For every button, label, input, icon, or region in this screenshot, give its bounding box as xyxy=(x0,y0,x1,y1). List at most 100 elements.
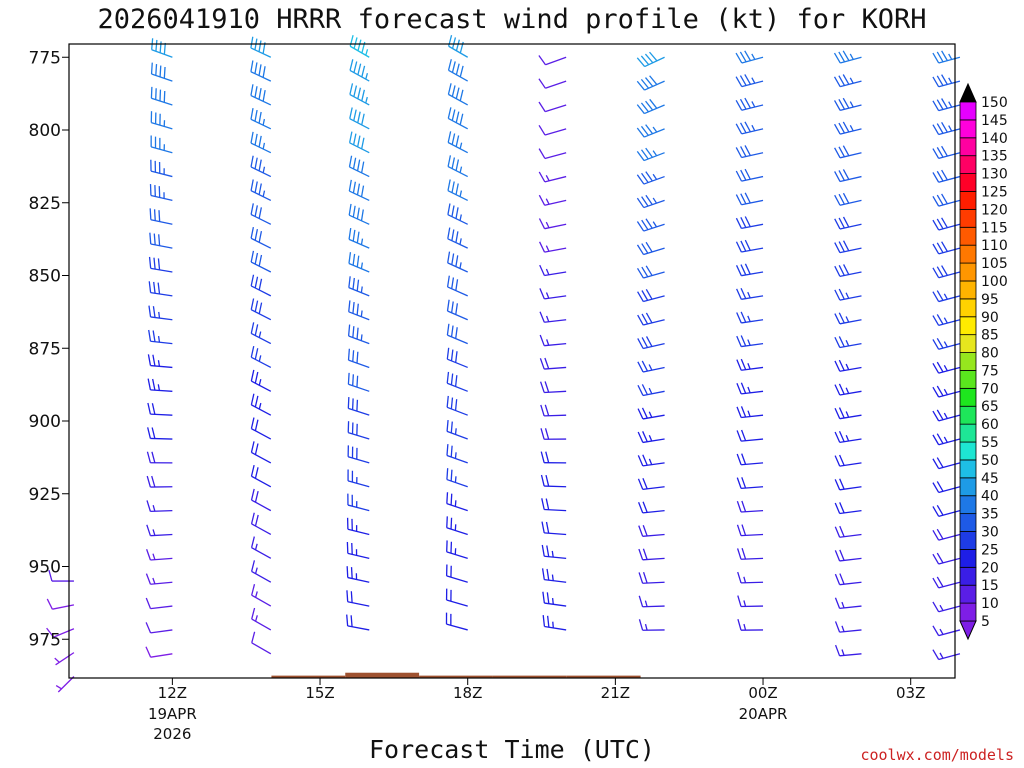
colorbar-label: 120 xyxy=(981,202,1008,218)
wind-barb xyxy=(932,649,961,661)
colorbar-label: 140 xyxy=(981,131,1008,147)
wind-barb xyxy=(834,573,862,586)
surface-terrain xyxy=(271,672,641,678)
wind-barb xyxy=(348,203,370,225)
wind-barb xyxy=(637,407,665,420)
colorbar-label: 25 xyxy=(981,542,999,558)
plot-area xyxy=(46,35,961,693)
terrain-block xyxy=(566,675,641,678)
wind-barb xyxy=(349,59,370,82)
y-tick-label: 875 xyxy=(29,339,61,359)
colorbar-label: 95 xyxy=(981,292,999,308)
wind-barb xyxy=(932,337,961,350)
wind-barb xyxy=(446,371,468,392)
wind-barb xyxy=(347,397,370,416)
wind-barb xyxy=(251,560,272,583)
colorbar-label: 85 xyxy=(981,328,999,344)
wind-barb xyxy=(250,226,272,249)
wind-barb xyxy=(149,208,173,225)
wind-barb xyxy=(735,239,764,253)
wind-barb xyxy=(932,217,961,231)
colorbar-label: 55 xyxy=(981,435,999,451)
wind-barb xyxy=(347,372,370,392)
wind-barb xyxy=(932,457,961,470)
wind-barb xyxy=(735,168,764,182)
wind-barb xyxy=(542,591,567,607)
colorbar-swatch xyxy=(959,549,977,568)
wind-barb xyxy=(349,83,370,106)
wind-barb xyxy=(834,431,862,444)
wind-barb xyxy=(250,536,272,559)
wind-barb xyxy=(348,227,370,249)
wind-barb xyxy=(149,184,173,202)
colorbar-swatch xyxy=(959,531,977,550)
wind-barb xyxy=(834,478,862,491)
wind-barb xyxy=(538,148,567,160)
wind-barb xyxy=(146,549,173,561)
wind-barb xyxy=(736,335,764,348)
wind-barb xyxy=(147,402,173,416)
wind-barb xyxy=(250,131,272,154)
wind-barb xyxy=(736,477,764,490)
colorbar-label: 145 xyxy=(981,113,1008,129)
wind-barb xyxy=(447,251,468,273)
colorbar-swatch xyxy=(959,602,977,622)
wind-barb xyxy=(736,406,764,419)
wind-barb xyxy=(637,454,665,467)
wind-barb xyxy=(541,544,567,559)
wind-barb xyxy=(932,265,961,279)
wind-barb xyxy=(833,50,862,64)
wind-barb xyxy=(834,192,862,206)
colorbar-label: 80 xyxy=(981,346,999,362)
colorbar-label: 110 xyxy=(981,238,1008,254)
wind-barb xyxy=(932,169,961,183)
colorbar-label: 90 xyxy=(981,310,999,326)
colorbar-swatch xyxy=(959,405,977,425)
wind-barb xyxy=(538,124,567,136)
colorbar-label: 115 xyxy=(981,220,1008,236)
wind-barb xyxy=(736,500,764,513)
colorbar-swatch xyxy=(959,226,977,246)
wind-barb xyxy=(148,305,173,321)
colorbar-swatch xyxy=(959,119,977,139)
wind-barb xyxy=(540,474,567,488)
wind-barb xyxy=(932,74,961,88)
wind-barb xyxy=(932,504,961,517)
wind-barb xyxy=(539,264,567,277)
wind-barb xyxy=(250,488,272,512)
x-tick-year: 2026 xyxy=(153,725,191,743)
wind-barb xyxy=(834,644,862,657)
colorbar-swatch xyxy=(959,423,977,443)
wind-barb xyxy=(932,552,961,565)
wind-barb xyxy=(636,98,665,115)
wind-barb xyxy=(250,512,272,536)
x-tick-date: 20APR xyxy=(739,705,788,723)
wind-barb xyxy=(735,192,764,206)
wind-barb xyxy=(636,171,665,185)
wind-barb xyxy=(147,354,173,369)
wind-barb xyxy=(636,51,665,68)
wind-barb xyxy=(932,601,961,613)
terrain-block xyxy=(271,675,346,678)
wind-barb xyxy=(736,311,764,324)
wind-barb xyxy=(834,597,862,610)
y-axis: 775 800 825 850 875 900 925 950 975 xyxy=(29,48,69,650)
wind-barb xyxy=(347,324,370,345)
wind-barb xyxy=(446,275,468,297)
wind-barb xyxy=(148,281,173,297)
wind-barb xyxy=(735,97,764,111)
wind-barb xyxy=(834,383,862,396)
wind-barb xyxy=(932,122,961,136)
wind-barb xyxy=(735,216,764,230)
wind-barb xyxy=(735,121,764,135)
wind-barb xyxy=(447,227,468,249)
wind-barb xyxy=(636,218,665,232)
x-tick-label: 18Z xyxy=(453,684,482,702)
wind-barb xyxy=(349,107,370,130)
y-tick-label: 900 xyxy=(29,412,61,432)
x-tick-label: 00Z xyxy=(748,684,777,702)
colorbar-label: 15 xyxy=(981,578,999,594)
colorbar-label: 5 xyxy=(981,614,990,630)
wind-barb xyxy=(250,298,272,321)
colorbar-label: 100 xyxy=(981,274,1008,290)
